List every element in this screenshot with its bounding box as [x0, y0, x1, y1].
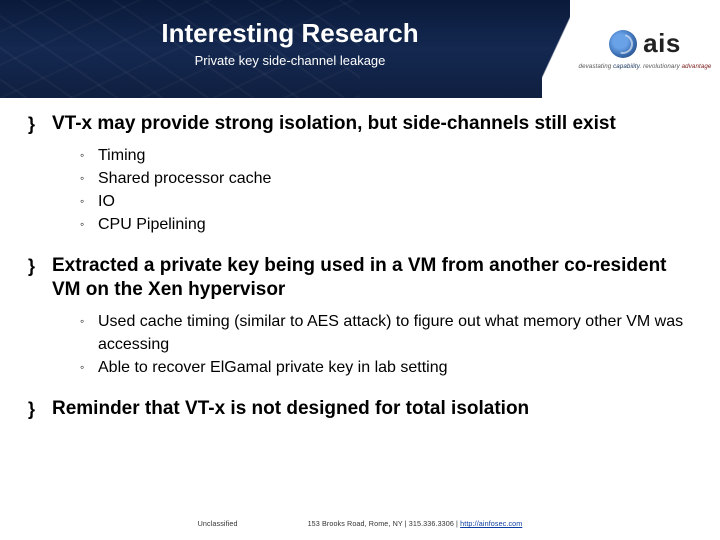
sub-list: ◦Timing ◦Shared processor cache ◦IO ◦CPU… [80, 144, 692, 236]
bullet-icon: } [28, 397, 52, 421]
slide-content: } VT-x may provide strong isolation, but… [28, 112, 692, 429]
footer-link[interactable]: http://ainfosec.com [460, 519, 522, 528]
bullet-main: } Reminder that VT-x is not designed for… [28, 397, 692, 421]
sub-text: Shared processor cache [98, 167, 271, 190]
logo-text: ais [643, 28, 681, 59]
sub-item: ◦Shared processor cache [80, 167, 692, 190]
footer-contact-text: 153 Brooks Road, Rome, NY | 315.336.3306… [308, 519, 461, 528]
footer-classification: Unclassified [198, 519, 238, 528]
bullet-icon: } [28, 112, 52, 136]
ring-icon: ◦ [80, 144, 98, 167]
slide-footer: Unclassified 153 Brooks Road, Rome, NY |… [0, 519, 720, 528]
ring-icon: ◦ [80, 356, 98, 379]
bullet-text: Extracted a private key being used in a … [52, 254, 692, 302]
ring-icon: ◦ [80, 167, 98, 190]
logo-swirl-icon [609, 30, 637, 58]
bullet-text: VT-x may provide strong isolation, but s… [52, 112, 616, 136]
ring-icon: ◦ [80, 310, 98, 356]
logo-panel: ais devastating capability. revolutionar… [570, 0, 720, 98]
tagline-part: advantage [682, 63, 712, 70]
tagline-part: . revolutionary [639, 63, 681, 70]
sub-item: ◦Timing [80, 144, 692, 167]
sub-text: Timing [98, 144, 145, 167]
bullet-text: Reminder that VT-x is not designed for t… [52, 397, 529, 421]
sub-text: Able to recover ElGamal private key in l… [98, 356, 448, 379]
logo-tagline: devastating capability. revolutionary ad… [579, 63, 712, 70]
sub-list: ◦Used cache timing (similar to AES attac… [80, 310, 692, 379]
sub-text: CPU Pipelining [98, 213, 206, 236]
sub-item: ◦CPU Pipelining [80, 213, 692, 236]
tagline-part: capability [613, 63, 639, 70]
slide-header: Interesting Research Private key side-ch… [0, 0, 720, 98]
slide: Interesting Research Private key side-ch… [0, 0, 720, 540]
sub-text: IO [98, 190, 115, 213]
ring-icon: ◦ [80, 190, 98, 213]
slide-subtitle: Private key side-channel leakage [0, 53, 580, 68]
ring-icon: ◦ [80, 213, 98, 236]
sub-item: ◦Able to recover ElGamal private key in … [80, 356, 692, 379]
slide-title: Interesting Research [0, 18, 580, 49]
bullet-icon: } [28, 254, 52, 302]
sub-item: ◦IO [80, 190, 692, 213]
footer-contact: 153 Brooks Road, Rome, NY | 315.336.3306… [308, 519, 523, 528]
bullet-main: } VT-x may provide strong isolation, but… [28, 112, 692, 136]
bullet-main: } Extracted a private key being used in … [28, 254, 692, 302]
tagline-part: devastating [579, 63, 614, 70]
sub-text: Used cache timing (similar to AES attack… [98, 310, 692, 356]
sub-item: ◦Used cache timing (similar to AES attac… [80, 310, 692, 356]
